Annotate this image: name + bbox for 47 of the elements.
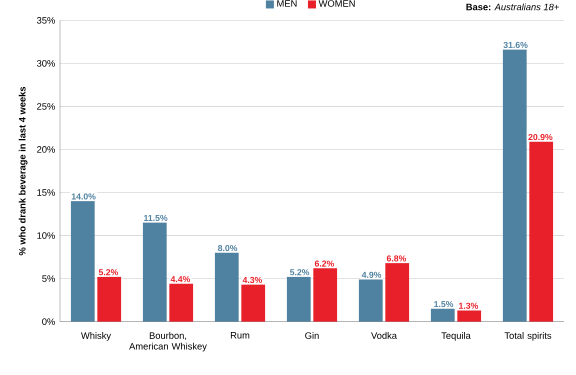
- text: Base: Australians 18+: [466, 3, 559, 10]
- data-label: 20.9%: [528, 134, 552, 140]
- y-tick-label: 0%: [42, 318, 55, 325]
- bar: [169, 284, 194, 322]
- data-label: 6.2%: [314, 260, 334, 267]
- y-tick-label: 25%: [37, 103, 55, 110]
- x-tick-label: Whisky: [81, 332, 112, 341]
- bar: [457, 310, 482, 322]
- data-label: 11.5%: [144, 214, 168, 222]
- legend-label: MEN: [277, 0, 297, 7]
- data-label: 6.8%: [386, 255, 406, 262]
- y-tick-label: 5%: [42, 275, 55, 282]
- bar: [529, 142, 554, 322]
- x-tick-label: Tequila: [441, 332, 471, 341]
- data-label: 8.0%: [218, 245, 238, 252]
- bar: [430, 308, 455, 322]
- y-tick-label: 15%: [37, 189, 55, 196]
- x-tick-label: Bourbon, American Whiskey: [129, 332, 207, 352]
- x-tick-label: Rum: [230, 332, 250, 339]
- data-label: 14.0%: [72, 193, 96, 200]
- data-label: 5.2%: [290, 269, 310, 276]
- x-tick-label: Total spirits: [504, 332, 552, 341]
- data-label: 5.2%: [98, 269, 118, 276]
- bar: [286, 276, 311, 322]
- data-label: 1.5%: [434, 301, 454, 308]
- legend-label: WOMEN: [318, 0, 355, 7]
- x-tick-label: Gin: [305, 332, 319, 339]
- bar: [214, 252, 239, 322]
- y-tick-label: 20%: [37, 146, 55, 153]
- bar: [313, 268, 338, 322]
- bar: [358, 279, 383, 322]
- x-tick-label: Vodka: [371, 332, 397, 339]
- bar: [241, 284, 266, 322]
- y-tick-label: 35%: [36, 17, 55, 24]
- bar: [385, 263, 410, 322]
- y-tick-label: 10%: [37, 232, 55, 239]
- bar: [70, 201, 95, 322]
- data-label: 4.9%: [362, 272, 382, 278]
- y-tick-label: 30%: [36, 60, 55, 67]
- y-axis-title: % who drank beverage in last 4 weeks: [18, 86, 28, 256]
- data-label: 1.3%: [459, 302, 478, 309]
- bar: [502, 50, 527, 322]
- data-label: 4.4%: [170, 276, 190, 282]
- data-label: 31.6%: [503, 42, 528, 48]
- bar: [142, 222, 167, 322]
- data-label: 4.3%: [242, 276, 262, 284]
- bar: [97, 276, 122, 322]
